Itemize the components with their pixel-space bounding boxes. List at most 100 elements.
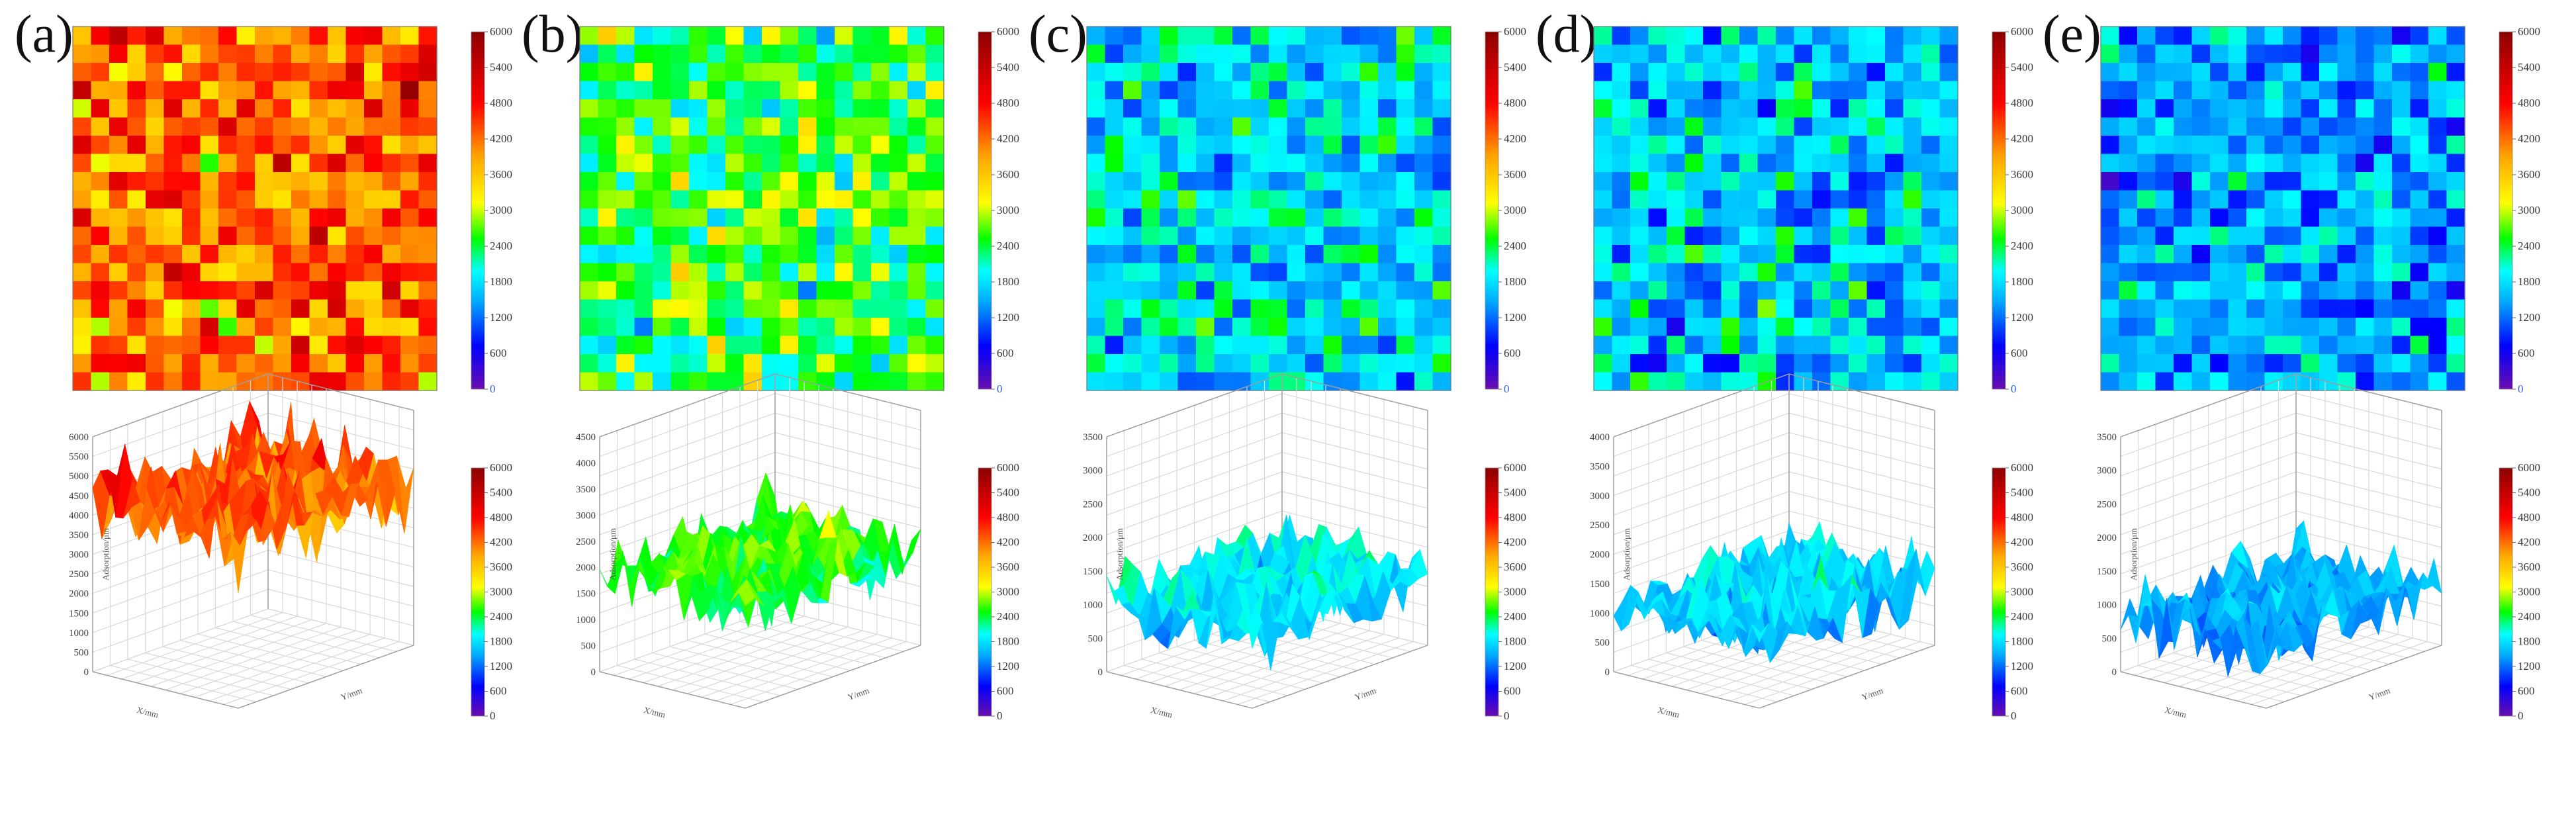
heatmap-cell [689, 208, 708, 228]
x-axis-label: X/mm [2164, 705, 2187, 720]
heatmap-cell [1830, 136, 1849, 155]
surface-facet [1751, 623, 1769, 643]
heatmap-cell [1721, 281, 1740, 300]
heatmap-cell [616, 190, 635, 209]
heatmap-cell [1160, 336, 1179, 355]
heatmap-cell [798, 136, 817, 155]
floor-grid-line [136, 619, 312, 684]
heatmap-cell [309, 81, 328, 100]
heatmap-cell [400, 63, 420, 82]
heatmap-cell [743, 136, 762, 155]
heatmap-cell [1885, 336, 1904, 355]
heatmap-cell [127, 63, 146, 82]
heatmap-cell [1648, 354, 1667, 373]
heatmap-cell [1323, 117, 1342, 136]
colorbar-tick: 3000 [490, 204, 512, 216]
heatmap-cell [907, 26, 927, 46]
heatmap-cell [364, 117, 383, 136]
heatmap-cell [1323, 154, 1342, 173]
heatmap-cell [1612, 281, 1631, 300]
heatmap-cell [2356, 26, 2375, 46]
heatmap-cell [780, 172, 799, 191]
heatmap-cell [1087, 208, 1106, 228]
heatmap-cell [1794, 299, 1813, 318]
heatmap-cell [925, 281, 944, 300]
heatmap-cell [1630, 245, 1649, 264]
heatmap-cell [1939, 99, 1958, 118]
heatmap-cell [1287, 263, 1306, 282]
heatmap-cell [109, 208, 128, 228]
heatmap-cell [762, 245, 781, 264]
colorbar-tick: 1800 [1504, 635, 1526, 648]
heatmap-cell [616, 226, 635, 246]
heatmap-cell [2246, 318, 2266, 337]
heatmap-cell [1684, 136, 1704, 155]
heatmap-cell [1160, 299, 1179, 318]
wall-grid-line [92, 549, 414, 614]
heatmap-cell [1739, 372, 1759, 391]
heatmap-cell [1414, 318, 1434, 337]
heatmap-cell [670, 44, 690, 64]
heatmap-cell [255, 26, 274, 46]
heatmap-cell [1594, 354, 1613, 373]
heatmap-cell [1359, 117, 1379, 136]
heatmap-cell [91, 44, 110, 64]
z-tick-label: 0 [591, 667, 596, 678]
heatmap-cell [2174, 354, 2193, 373]
heatmap-cell [1903, 263, 1922, 282]
heatmap-cell [2283, 63, 2302, 82]
heatmap-cell [1342, 190, 1361, 209]
heatmap-cell [907, 263, 927, 282]
heatmap-cell [907, 372, 927, 391]
colorbar-tick: 0 [1504, 709, 1510, 722]
heatmap-cell [328, 81, 347, 100]
z-axis-label: Adsorption/μm [1622, 528, 1632, 580]
heatmap-cell [1594, 372, 1613, 391]
heatmap-cell [871, 208, 890, 228]
heatmap-cell [835, 81, 854, 100]
heatmap-cell [670, 81, 690, 100]
heatmap-cell [1214, 44, 1233, 64]
heatmap-cell [1305, 154, 1324, 173]
heatmap-cell [653, 117, 672, 136]
heatmap-cell [1250, 81, 1269, 100]
heatmap-cell [1721, 26, 1740, 46]
heatmap-cell [1939, 245, 1958, 264]
heatmap-cell [725, 63, 745, 82]
heatmap-cell [653, 172, 672, 191]
heatmap-cell [871, 263, 890, 282]
colorbar-tick: 6000 [997, 25, 1019, 38]
heatmap-cell [291, 172, 310, 191]
heatmap-cell [2356, 172, 2375, 191]
heatmap-cell [1323, 318, 1342, 337]
heatmap-cell [1885, 281, 1904, 300]
heatmap-cell [598, 336, 617, 355]
wall-grid-line [1613, 490, 1935, 555]
heatmap-cell [2155, 172, 2174, 191]
heatmap-cell [1250, 245, 1269, 264]
heatmap-cell [1703, 154, 1722, 173]
heatmap-cell [689, 372, 708, 391]
heatmap-cell [1087, 172, 1106, 191]
heatmap-cell [798, 44, 817, 64]
heatmap-cell [1594, 299, 1613, 318]
heatmap-cell [653, 354, 672, 373]
heatmap-cell [1684, 190, 1704, 209]
heatmap-cell [1432, 336, 1451, 355]
heatmap-cell [382, 44, 401, 64]
heatmap-cell [1269, 208, 1288, 228]
heatmap-cell [1612, 208, 1631, 228]
heatmap-cell [2101, 281, 2120, 300]
heatmap-cell [200, 372, 219, 391]
heatmap-cell [1123, 226, 1142, 246]
heatmap-cell [1921, 154, 1941, 173]
heatmap-cell [1105, 117, 1124, 136]
heatmap-cell [1305, 318, 1324, 337]
z-tick-label: 2500 [1590, 520, 1610, 531]
heatmap-cell [925, 26, 944, 46]
heatmap-cell [725, 99, 745, 118]
heatmap-cell [2137, 44, 2156, 64]
heatmap-cell [1594, 318, 1613, 337]
axis-frame-line [92, 373, 269, 437]
heatmap-cell [707, 136, 726, 155]
